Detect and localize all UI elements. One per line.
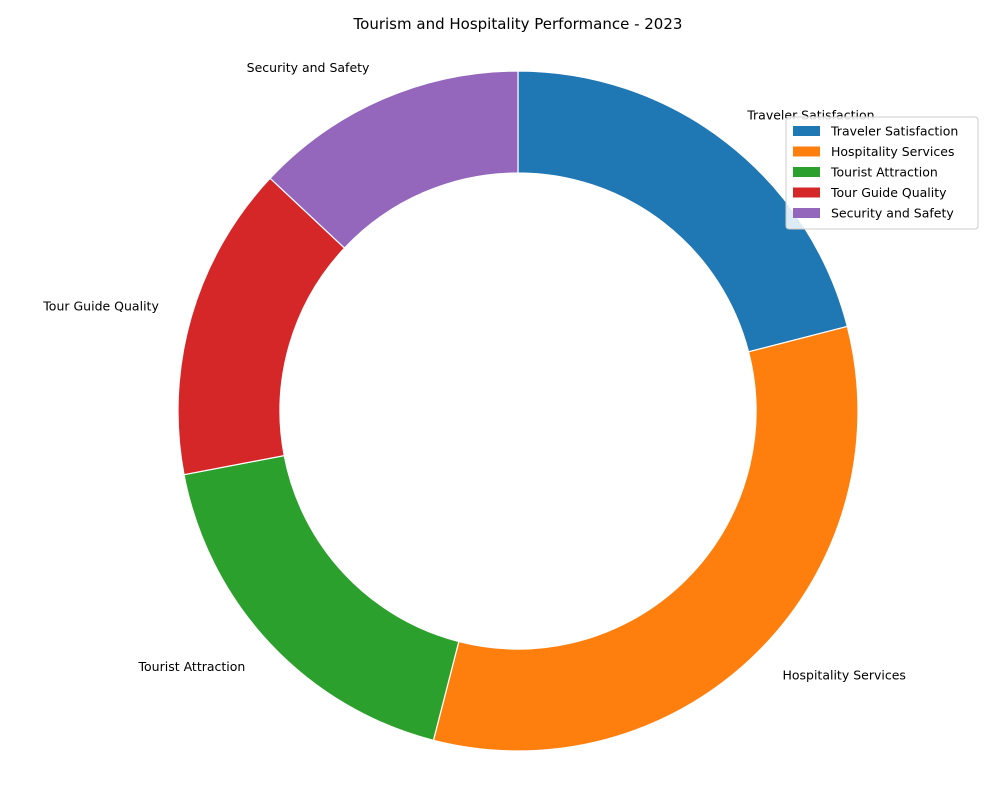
slice-hospitality-services xyxy=(432,325,859,752)
slice-label-tourist-attraction: Tourist Attraction xyxy=(138,659,246,674)
legend-label-security-and-safety: Security and Safety xyxy=(831,206,954,221)
legend-swatch-traveler-satisfaction xyxy=(793,126,820,136)
slices-group xyxy=(177,70,859,752)
legend-label-tour-guide-quality: Tour Guide Quality xyxy=(830,185,947,200)
legend: Traveler Satisfaction Hospitality Service… xyxy=(785,116,979,230)
slice-tourist-attraction xyxy=(183,454,460,742)
legend-items: Traveler Satisfaction Hospitality Service… xyxy=(793,124,958,221)
legend-swatch-tourist-attraction xyxy=(793,167,820,177)
legend-label-traveler-satisfaction: Traveler Satisfaction xyxy=(830,124,958,139)
legend-label-hospitality-services: Hospitality Services xyxy=(831,144,954,159)
legend-frame xyxy=(785,116,979,230)
slice-security-and-safety xyxy=(269,70,519,249)
slice-label-security-and-safety: Security and Safety xyxy=(247,60,370,75)
chart-title: Tourism and Hospitality Performance - 20… xyxy=(353,15,683,33)
legend-label-tourist-attraction: Tourist Attraction xyxy=(830,165,938,180)
slice-label-tour-guide-quality: Tour Guide Quality xyxy=(42,299,159,314)
legend-swatch-tour-guide-quality xyxy=(793,187,820,198)
slice-traveler-satisfaction xyxy=(517,70,849,353)
slice-label-hospitality-services: Hospitality Services xyxy=(782,667,905,682)
legend-swatch-hospitality-services xyxy=(793,146,820,157)
legend-swatch-security-and-safety xyxy=(793,208,820,218)
